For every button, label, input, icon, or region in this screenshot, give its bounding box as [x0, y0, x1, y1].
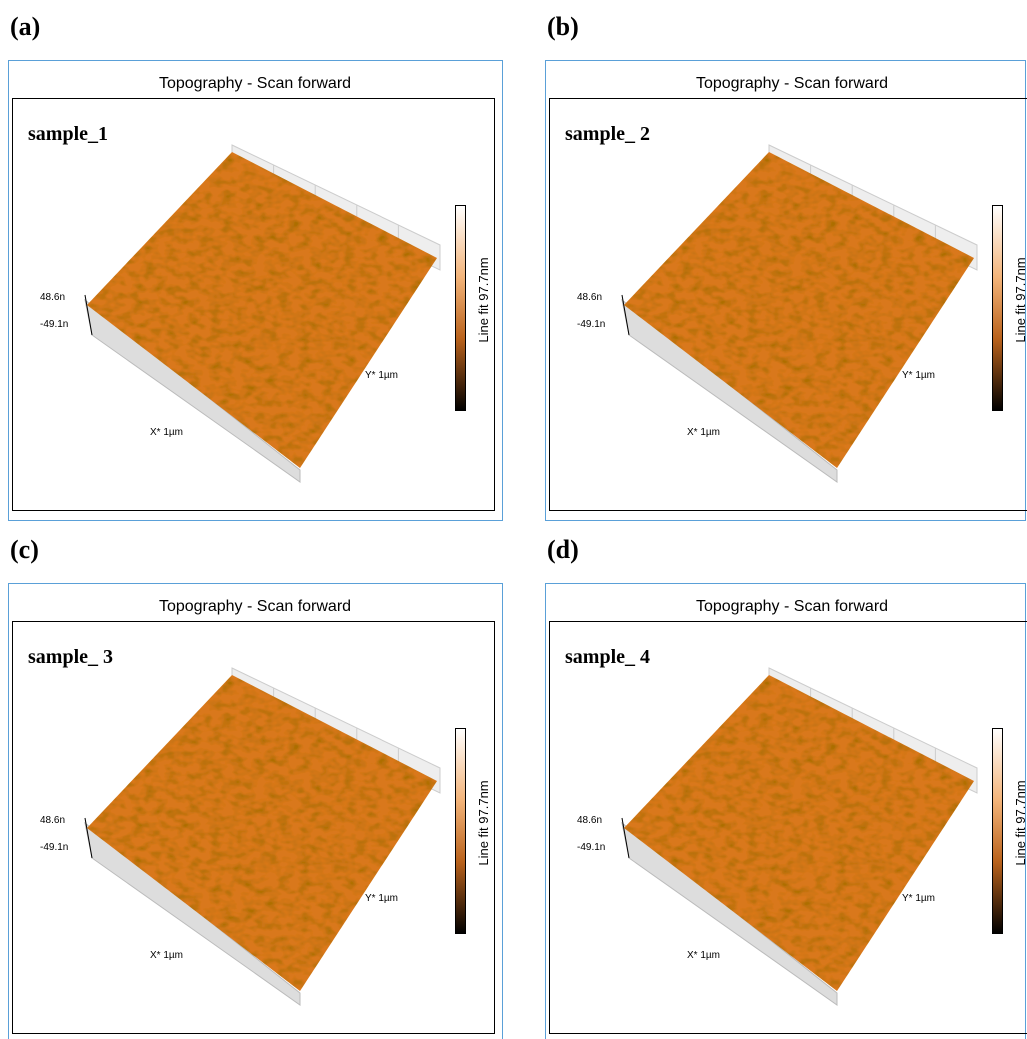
y-axis-label: Y* 1µm	[365, 893, 398, 904]
panel: (b) Topography - Scan forward sample_ 2 48.…	[546, 12, 1027, 521]
panel-letter: (a)	[10, 12, 40, 41]
z-min-label: -49.1n	[577, 319, 605, 330]
panel-letter: (c)	[10, 535, 39, 564]
y-axis-label: Y* 1µm	[365, 370, 398, 381]
surface	[87, 152, 437, 468]
z-max-label: 48.6n	[40, 292, 65, 303]
colorbar	[456, 206, 466, 411]
panel: (a) Topography - Scan forward sample_1 48.6…	[9, 12, 503, 521]
z-min-label: -49.1n	[40, 842, 68, 853]
colorbar	[993, 729, 1003, 934]
z-max-label: 48.6n	[577, 815, 602, 826]
panel-title: Topography - Scan forward	[159, 598, 351, 615]
colorbar-label: Line fit 97.7nm	[476, 780, 491, 865]
y-axis-label: Y* 1µm	[902, 893, 935, 904]
surface	[624, 152, 974, 468]
colorbar	[456, 729, 466, 934]
x-axis-label: X* 1µm	[150, 427, 183, 438]
panel-title: Topography - Scan forward	[159, 75, 351, 92]
sample-label: sample_ 3	[28, 646, 113, 668]
sample-label: sample_ 4	[565, 646, 650, 668]
y-axis-label: Y* 1µm	[902, 370, 935, 381]
panel: (d) Topography - Scan forward sample_ 4 48.…	[546, 535, 1027, 1039]
z-min-label: -49.1n	[577, 842, 605, 853]
x-axis-label: X* 1µm	[150, 950, 183, 961]
surface	[624, 675, 974, 991]
colorbar-label: Line fit 97.7nm	[476, 257, 491, 342]
panel-letter: (b)	[547, 12, 579, 41]
colorbar	[993, 206, 1003, 411]
sample-label: sample_1	[28, 123, 108, 145]
x-axis-label: X* 1µm	[687, 427, 720, 438]
panel-letter: (d)	[547, 535, 579, 564]
sample-label: sample_ 2	[565, 123, 650, 145]
z-min-label: -49.1n	[40, 319, 68, 330]
colorbar-label: Line fit 97.7nm	[1013, 780, 1027, 865]
z-max-label: 48.6n	[577, 292, 602, 303]
x-axis-label: X* 1µm	[687, 950, 720, 961]
panel-title: Topography - Scan forward	[696, 75, 888, 92]
figure: (a) Topography - Scan forward sample_1 48.6…	[0, 0, 1027, 1039]
colorbar-label: Line fit 97.7nm	[1013, 257, 1027, 342]
panel: (c) Topography - Scan forward sample_ 3 48.…	[9, 535, 503, 1039]
surface	[87, 675, 437, 991]
panel-title: Topography - Scan forward	[696, 598, 888, 615]
z-max-label: 48.6n	[40, 815, 65, 826]
